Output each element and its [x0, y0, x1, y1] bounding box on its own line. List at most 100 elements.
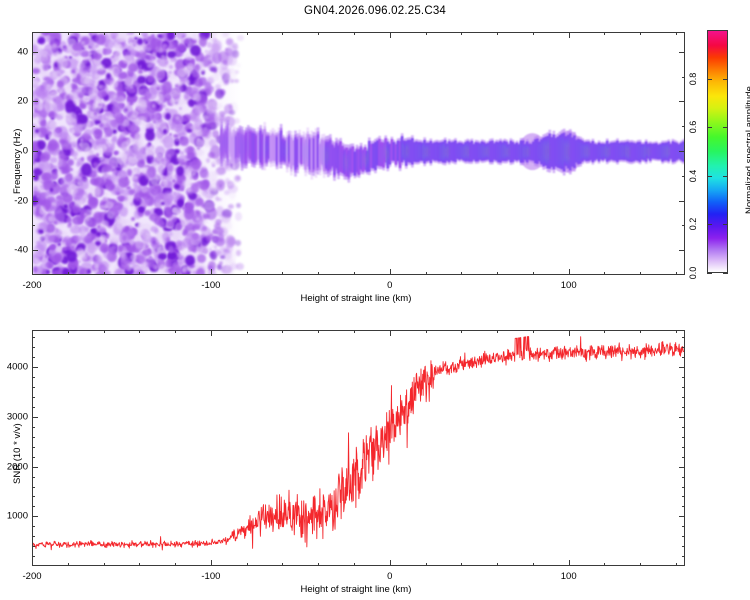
noise-speckle [143, 111, 154, 122]
noise-speckle [66, 112, 78, 123]
noise-speckle [214, 84, 221, 91]
noise-speckle [232, 246, 242, 258]
noise-speckle [163, 43, 174, 51]
noise-speckle [75, 142, 85, 152]
noise-speckle [210, 179, 219, 191]
noise-speckle [164, 259, 172, 268]
noise-speckle [66, 250, 78, 262]
noise-speckle [136, 98, 148, 112]
noise-speckle [184, 202, 195, 211]
noise-speckle [209, 188, 213, 192]
noise-speckle [198, 263, 207, 272]
noise-speckle [106, 91, 118, 102]
noise-speckle [67, 257, 78, 269]
noise-speckle [112, 55, 120, 61]
noise-speckle [160, 157, 171, 167]
noise-speckle [113, 42, 119, 48]
noise-speckle [228, 184, 239, 193]
noise-speckle [33, 195, 39, 206]
noise-speckle [170, 232, 174, 237]
noise-speckle [73, 198, 79, 204]
noise-speckle [191, 260, 199, 270]
noise-speckle [60, 177, 71, 187]
noise-speckle [98, 156, 108, 166]
noise-speckle [158, 165, 165, 174]
noise-speckle [212, 187, 218, 192]
noise-speckle [115, 33, 124, 43]
noise-speckle [173, 44, 181, 51]
x-minor-tick-top [139, 32, 140, 35]
noise-speckle [218, 214, 230, 223]
noise-speckle [70, 135, 76, 139]
noise-speckle [78, 267, 89, 274]
noise-speckle [125, 56, 135, 66]
x-minor-tick [139, 272, 140, 275]
noise-speckle [192, 93, 201, 102]
noise-speckle [127, 100, 134, 107]
noise-speckle [161, 138, 166, 143]
noise-speckle [53, 136, 58, 140]
noise-speckle [170, 228, 181, 240]
noise-speckle [91, 110, 103, 123]
noise-speckle [138, 100, 147, 109]
noise-speckle [46, 195, 57, 207]
noise-speckle [83, 76, 92, 86]
noise-speckle [184, 53, 194, 60]
noise-speckle [39, 119, 47, 127]
noise-speckle [113, 38, 121, 48]
noise-speckle [33, 63, 44, 73]
noise-speckle [174, 101, 179, 105]
noise-speckle [77, 112, 82, 116]
noise-speckle [176, 86, 183, 93]
noise-speckle [158, 90, 166, 98]
noise-speckle [194, 210, 200, 214]
noise-speckle [56, 194, 65, 202]
noise-speckle [216, 157, 222, 164]
noise-speckle [196, 247, 204, 254]
noise-speckle [183, 174, 191, 182]
noise-speckle [103, 212, 116, 227]
noise-speckle [199, 88, 205, 93]
noise-speckle [161, 46, 165, 50]
y-major-tick [32, 201, 38, 202]
noise-speckle [132, 102, 139, 108]
y-tick-label: -40 [14, 244, 28, 256]
noise-speckle [177, 132, 183, 137]
noise-speckle [112, 249, 117, 254]
noise-speckle [147, 62, 153, 69]
noise-speckle [70, 224, 75, 229]
noise-speckle [71, 150, 78, 158]
noise-speckle [122, 37, 127, 42]
noise-speckle [52, 269, 62, 274]
noise-speckle [59, 139, 65, 144]
noise-speckle [214, 102, 223, 109]
noise-speckle [95, 225, 107, 233]
x-major-tick [211, 269, 212, 275]
noise-speckle [192, 266, 199, 272]
noise-speckle [38, 105, 43, 110]
noise-speckle [33, 113, 37, 118]
noise-speckle [233, 159, 244, 171]
noise-speckle [97, 97, 103, 104]
noise-speckle [100, 219, 110, 230]
y-minor-tick [32, 347, 35, 348]
noise-speckle [127, 36, 134, 44]
noise-speckle [74, 199, 84, 207]
noise-speckle [211, 244, 215, 249]
noise-speckle [144, 151, 149, 155]
noise-speckle [132, 143, 137, 148]
noise-speckle [127, 83, 135, 93]
noise-speckle [185, 39, 190, 44]
noise-speckle [44, 35, 50, 40]
y-minor-tick [32, 387, 35, 388]
noise-speckle [114, 50, 124, 60]
noise-speckle [199, 166, 208, 179]
noise-speckle [104, 48, 111, 55]
noise-speckle [94, 186, 105, 197]
y-tick-label: 1000 [6, 510, 28, 522]
noise-speckle [40, 91, 52, 103]
noise-speckle [131, 263, 142, 274]
y-minor-tick [32, 506, 35, 507]
noise-speckle [56, 47, 63, 55]
y-major-tick [32, 367, 38, 368]
